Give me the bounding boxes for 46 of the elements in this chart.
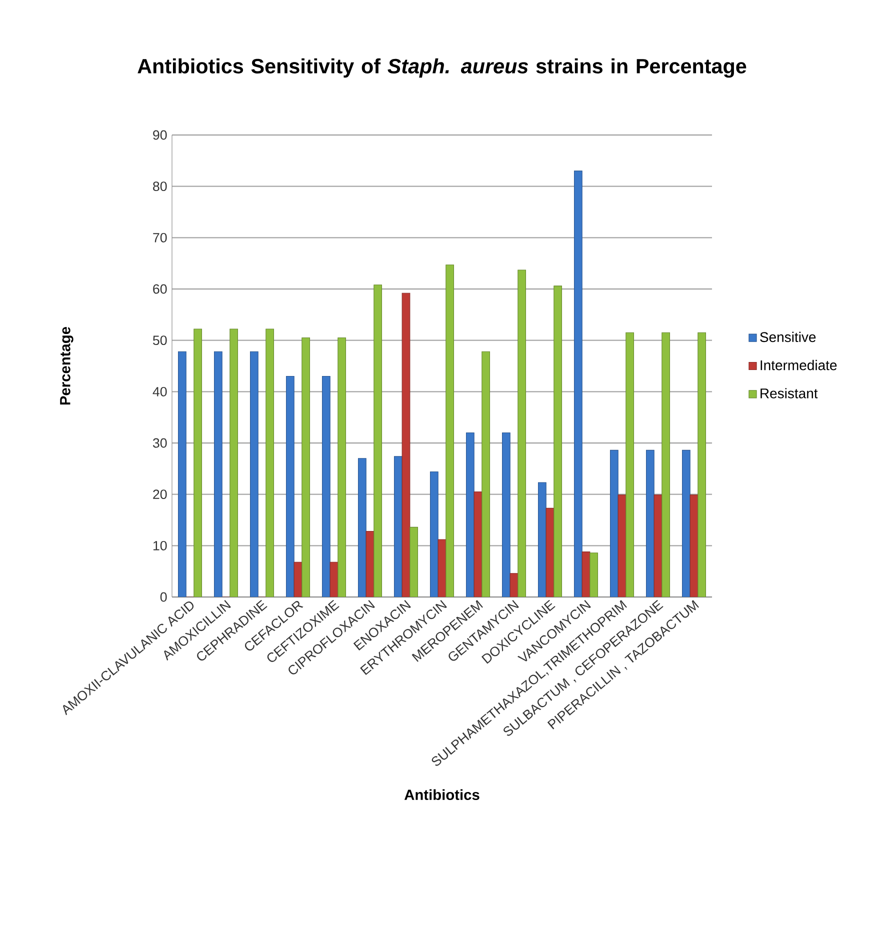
bar <box>178 351 186 597</box>
bar <box>286 376 294 597</box>
bar <box>590 552 598 597</box>
x-axis-title: Antibiotics <box>404 789 480 800</box>
bar <box>466 432 474 597</box>
y-tick-label: 50 <box>153 336 167 346</box>
bar <box>394 456 402 597</box>
y-tick-label: 20 <box>153 490 167 500</box>
bar <box>626 332 634 597</box>
bar <box>574 170 582 597</box>
bar <box>358 458 366 597</box>
bar <box>230 328 238 597</box>
bar <box>302 337 310 597</box>
bar <box>446 264 454 597</box>
bar <box>682 450 690 597</box>
y-tick-label: 0 <box>160 592 167 602</box>
chart-title: Antibiotics Sensitivity of Staph. aureus strains in Percentage <box>138 58 746 78</box>
bar <box>698 332 706 597</box>
bar <box>482 351 490 597</box>
bar <box>194 328 202 597</box>
bar <box>322 376 330 597</box>
bar <box>554 286 562 597</box>
bar <box>266 328 274 597</box>
legend-label: Sensitive <box>760 332 816 342</box>
y-tick-label: 90 <box>153 130 167 140</box>
bar <box>410 526 418 597</box>
y-tick-label: 80 <box>153 182 167 192</box>
y-tick-label: 60 <box>153 284 167 294</box>
y-tick-label: 40 <box>152 386 167 396</box>
bar <box>538 482 546 597</box>
bar <box>430 471 438 597</box>
bar <box>250 351 258 597</box>
bar <box>502 432 510 597</box>
bar <box>374 284 382 597</box>
bar <box>646 450 654 597</box>
legend-label: Intermediate <box>760 360 837 370</box>
bar <box>662 332 670 597</box>
y-tick-label: 30 <box>152 438 167 448</box>
bar <box>214 351 222 597</box>
y-tick-label: 70 <box>153 232 167 242</box>
bar <box>338 337 346 597</box>
y-axis-title: Percentage <box>60 326 74 405</box>
bar <box>610 450 618 597</box>
legend-label: Resistant <box>760 388 818 398</box>
y-tick-label: 10 <box>153 540 167 550</box>
bar <box>518 270 526 597</box>
